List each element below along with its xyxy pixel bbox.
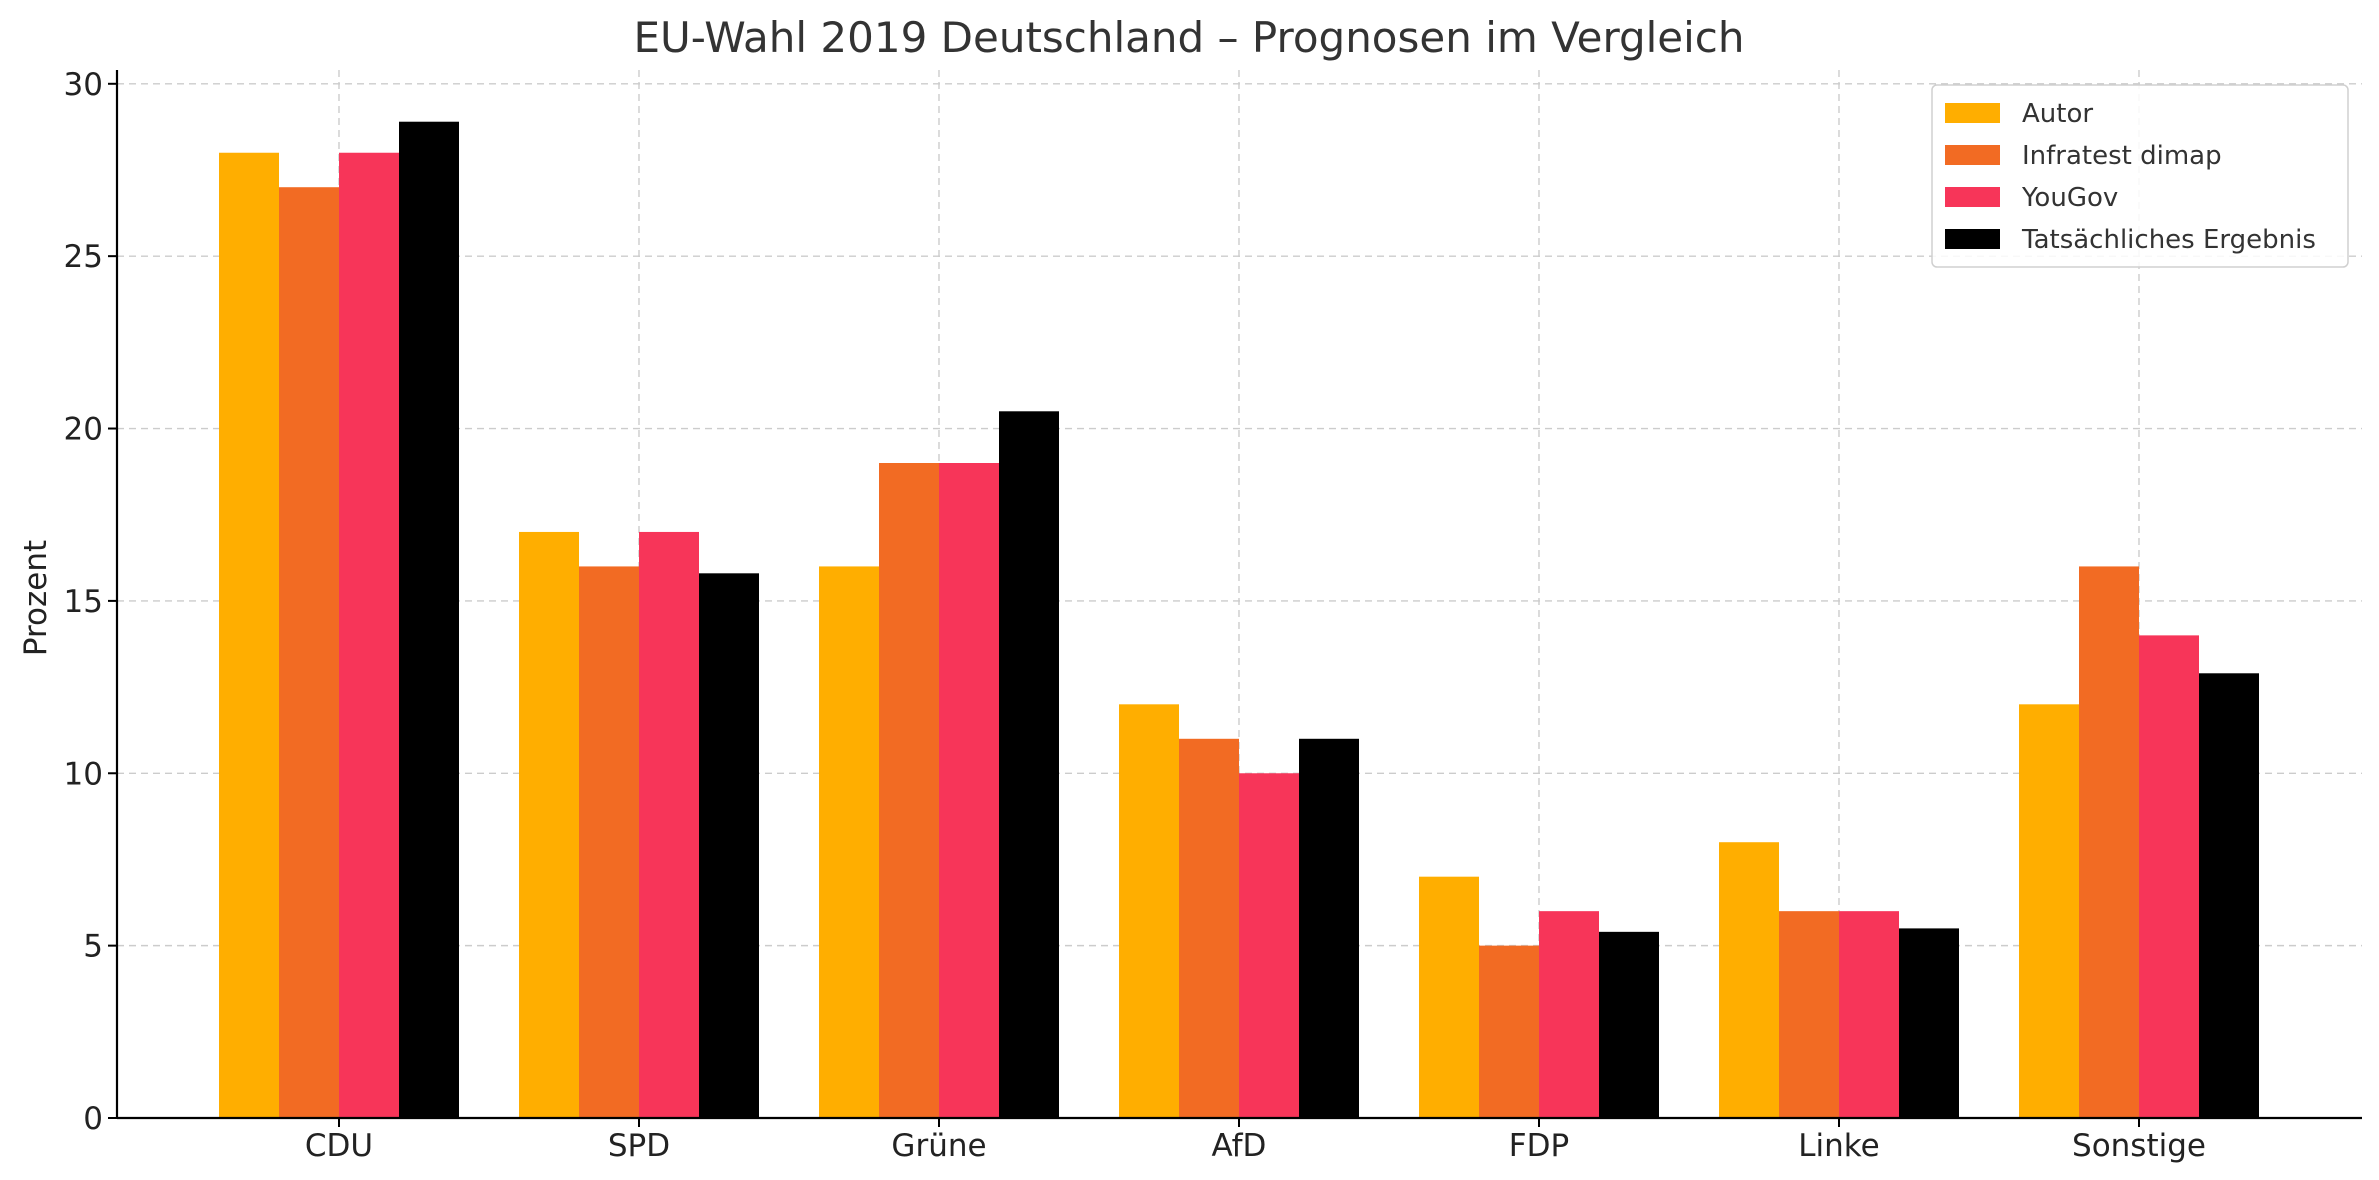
y-axis-label: Prozent (18, 540, 54, 656)
legend-label: YouGov (2021, 183, 2118, 213)
bar (1839, 911, 1899, 1118)
bar (219, 152, 279, 1119)
legend-label: Tatsächliches Ergebnis (2021, 225, 2316, 255)
bar (1539, 911, 1599, 1118)
x-tick-label: Sonstige (2072, 1128, 2206, 1164)
bar (1239, 773, 1299, 1118)
bar (339, 152, 399, 1119)
legend: Autor Infratest dimap YouGov Tatsächliches … (1931, 84, 2349, 268)
y-tick-label: 10 (64, 756, 103, 792)
x-tick-label: AfD (1212, 1128, 1267, 1164)
bar (519, 531, 579, 1118)
y-tick-label: 20 (64, 412, 103, 448)
bar (1779, 911, 1839, 1118)
bar (2079, 566, 2139, 1118)
legend-frame (1931, 84, 2349, 268)
y-tick-label: 15 (64, 584, 103, 620)
bar (939, 463, 999, 1118)
bar (1899, 928, 1959, 1118)
y-tick-label: 5 (83, 929, 103, 965)
legend-label: Autor (2022, 99, 2093, 129)
x-tick-label: SPD (608, 1128, 670, 1164)
bar (2019, 704, 2079, 1118)
bar (1119, 704, 1179, 1118)
y-tick-label: 0 (83, 1101, 103, 1137)
legend-swatch (1945, 187, 2000, 207)
bar (1719, 842, 1779, 1118)
bar (1299, 738, 1359, 1118)
bar (1419, 876, 1479, 1118)
x-tick-label: CDU (305, 1128, 373, 1164)
bar (999, 411, 1059, 1119)
bar (879, 463, 939, 1118)
bar (699, 573, 759, 1118)
bar (639, 531, 699, 1118)
legend-swatch (1945, 103, 2000, 123)
bar (819, 566, 879, 1118)
y-ticks: 0 5 10 15 20 25 30 (64, 67, 117, 1137)
x-tick-label: FDP (1509, 1128, 1569, 1164)
bar (1599, 931, 1659, 1118)
bar (1479, 945, 1539, 1118)
x-tick-label: Linke (1798, 1128, 1879, 1164)
x-tick-label: Grüne (891, 1128, 986, 1164)
legend-label: Infratest dimap (2022, 141, 2222, 171)
bar (1179, 738, 1239, 1118)
bar (399, 121, 459, 1119)
bar (2139, 635, 2199, 1118)
legend-swatch (1945, 145, 2000, 165)
chart-title: EU-Wahl 2019 Deutschland – Prognosen im … (633, 13, 1744, 62)
y-tick-label: 30 (64, 67, 103, 103)
bars (219, 121, 2259, 1119)
x-ticks: CDU SPD Grüne AfD FDP Linke Sonstige (305, 1118, 2206, 1164)
bar (279, 187, 339, 1119)
bar (2199, 673, 2259, 1118)
bar (579, 566, 639, 1118)
legend-swatch (1945, 229, 2000, 249)
y-tick-label: 25 (64, 239, 103, 275)
